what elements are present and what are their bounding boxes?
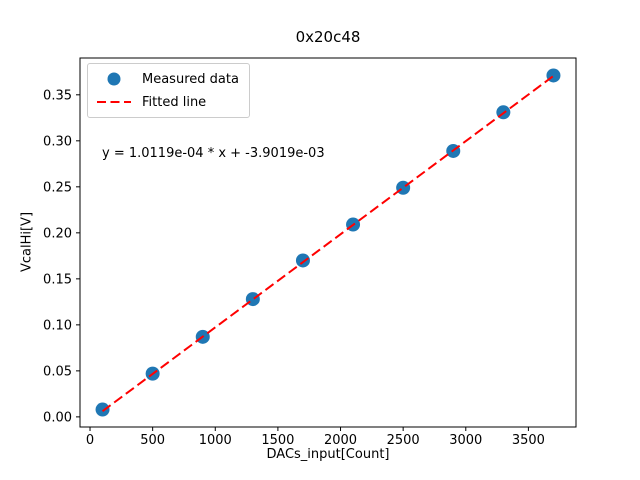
fitted-line xyxy=(101,75,555,412)
axes-frame xyxy=(79,57,577,428)
y-tick-label: 0.20 xyxy=(43,226,72,241)
y-tick-label: 0.10 xyxy=(43,318,72,333)
y-tick-label: 0.15 xyxy=(43,272,72,287)
legend-entry-measured-data: Measured data xyxy=(95,69,239,89)
x-tick-label: 2000 xyxy=(324,433,357,448)
y-tick-label: 0.35 xyxy=(43,88,72,103)
x-tick-label: 0 xyxy=(86,433,94,448)
data-point xyxy=(95,402,110,417)
x-tick-label: 3500 xyxy=(512,433,545,448)
x-tick-label: 3000 xyxy=(449,433,482,448)
legend-entry-fitted-line: Fitted line xyxy=(95,92,239,112)
x-tick-label: 500 xyxy=(140,433,165,448)
scatter-marker-icon xyxy=(107,72,121,86)
y-axis-label: VcalHi[V] xyxy=(19,211,35,273)
x-axis-label: DACs_input[Count] xyxy=(266,447,390,462)
legend-label: Fitted line xyxy=(142,94,207,110)
x-tick-label: 2500 xyxy=(387,433,420,448)
legend-label: Measured data xyxy=(142,71,239,87)
y-tick-label: 0.30 xyxy=(43,134,72,149)
y-tick-label: 0.00 xyxy=(43,410,72,425)
chart-title: 0x20c48 xyxy=(295,28,361,46)
legend: Measured data Fitted line xyxy=(87,63,250,118)
x-tick-label: 1500 xyxy=(261,433,294,448)
dashed-line-icon xyxy=(97,101,131,103)
x-tick-label: 1000 xyxy=(199,433,232,448)
data-point xyxy=(295,253,310,268)
fit-equation: y = 1.0119e-04 * x + -3.9019e-03 xyxy=(102,146,325,161)
y-tick-label: 0.05 xyxy=(43,364,72,379)
y-tick-label: 0.25 xyxy=(43,180,72,195)
